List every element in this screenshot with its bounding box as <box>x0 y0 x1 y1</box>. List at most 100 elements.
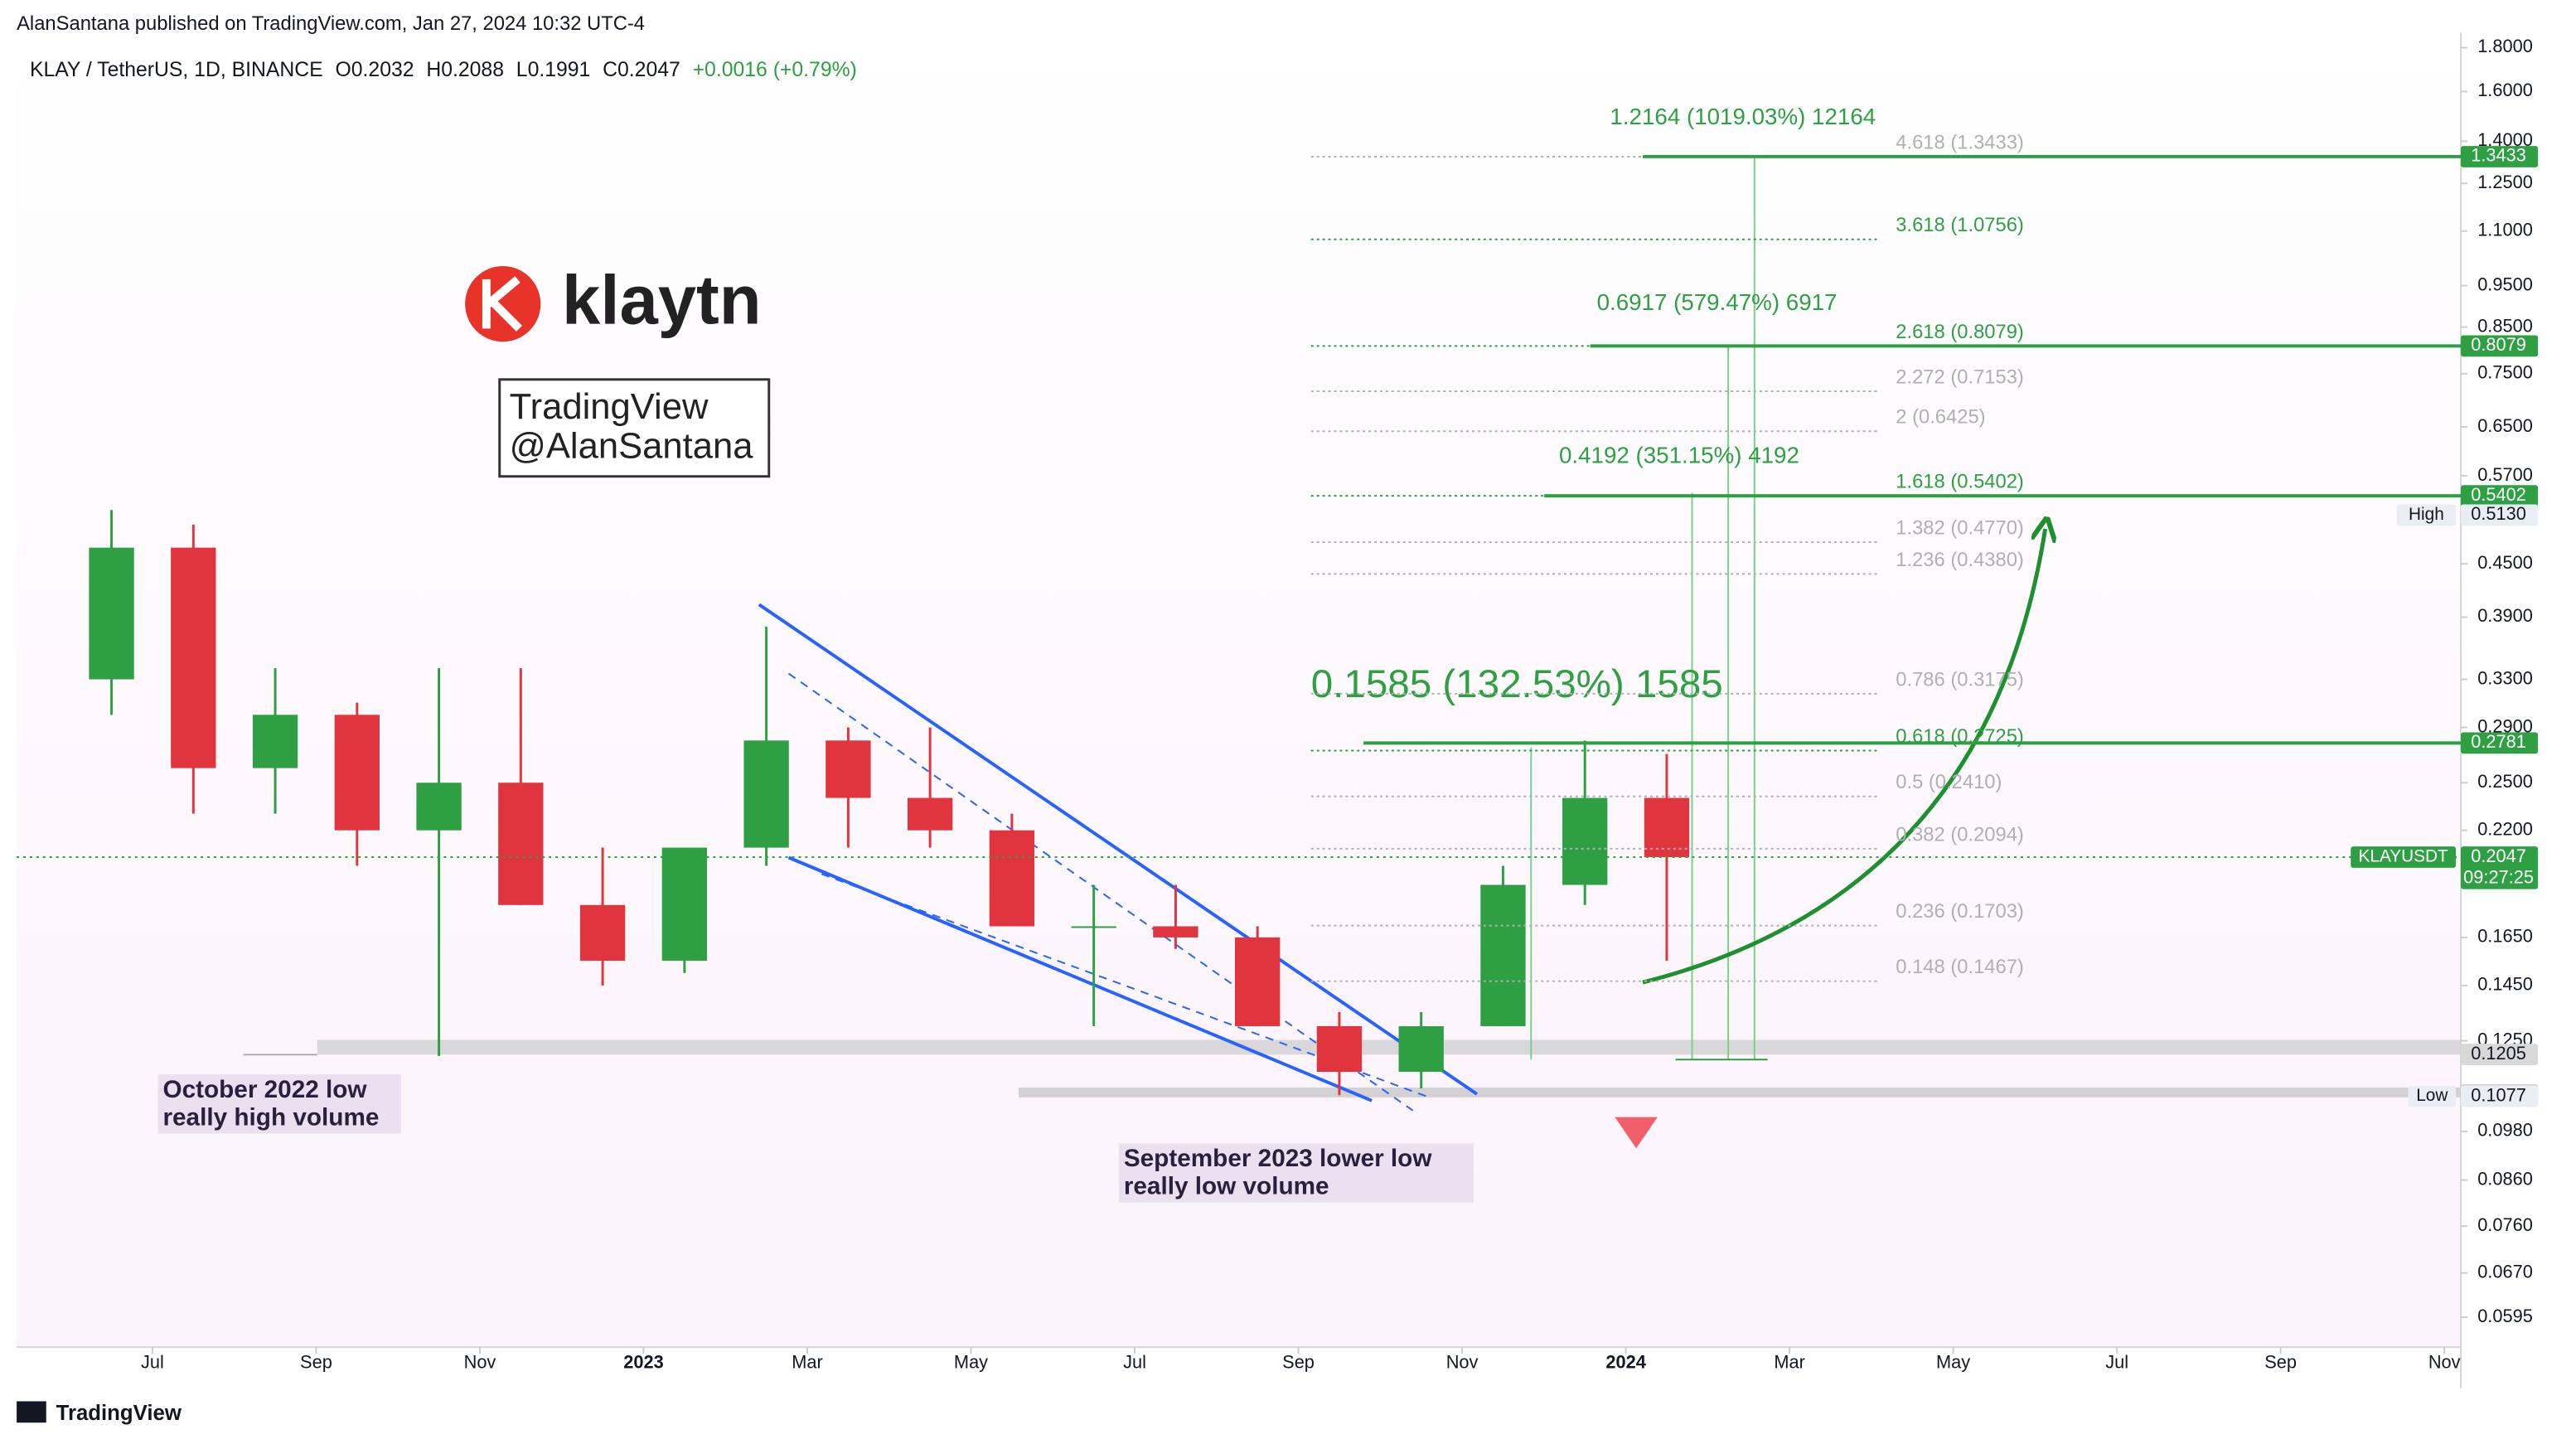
price-tag <box>2408 1085 2457 1107</box>
candle-body <box>252 715 298 768</box>
fib-label: 4.618 (1.3433) <box>1896 131 2024 153</box>
y-tick-label: 0.1450 <box>2477 974 2533 995</box>
x-tick-label: Nov <box>464 1352 496 1373</box>
y-tick-label: 1.1000 <box>2477 219 2533 240</box>
price-tag-label: High <box>2409 505 2444 524</box>
price-tag <box>2396 504 2457 526</box>
candle-body <box>1398 1025 1444 1073</box>
y-tick-label: 0.0760 <box>2477 1214 2533 1235</box>
candle-body <box>171 547 216 768</box>
x-tick-label: Jul <box>2105 1352 2128 1373</box>
y-tick-label: 0.0860 <box>2477 1168 2533 1189</box>
price-tag <box>2351 846 2457 868</box>
price-tag-label: KLAYUSDT <box>2359 847 2449 866</box>
price-badge <box>2461 732 2539 754</box>
annotation-box <box>157 1074 401 1134</box>
annotation: October 2022 low <box>162 1076 367 1103</box>
watermark: TradingView <box>510 387 709 427</box>
fib-label: 2.272 (0.7153) <box>1896 366 2024 388</box>
support-band <box>317 1039 2462 1055</box>
fib-label: 2 (0.6425) <box>1896 406 1985 429</box>
logo-text: klaytn <box>562 262 762 339</box>
x-tick-label: May <box>1936 1352 1970 1373</box>
y-tick-label: 0.6500 <box>2477 415 2533 436</box>
y-tick-label: 0.1650 <box>2477 926 2533 947</box>
candle-body <box>907 797 953 831</box>
candle-body <box>416 783 462 831</box>
price-badge <box>2461 1085 2539 1107</box>
y-tick-label: 0.9500 <box>2477 274 2533 294</box>
countdown: 09:27:25 <box>2463 867 2534 888</box>
watermark-box <box>498 378 771 478</box>
price-badge <box>2461 846 2539 889</box>
y-tick-label: 0.5700 <box>2477 464 2533 485</box>
x-tick-label: Mar <box>1774 1352 1805 1373</box>
candle-body <box>498 783 544 905</box>
candle-body <box>1316 1025 1363 1073</box>
symbol: KLAY / TetherUS, 1D, BINANCE <box>30 59 323 81</box>
ohlc-close: C0.2047 <box>603 59 680 81</box>
wedge-line <box>758 603 1479 1096</box>
fib-label: 0.236 (0.1703) <box>1896 900 2024 923</box>
candle-body <box>579 904 626 961</box>
y-tick-label: 1.6000 <box>2477 80 2533 100</box>
candle-body <box>661 847 708 961</box>
x-tick-label: Nov <box>2428 1352 2461 1373</box>
x-tick-label: May <box>954 1352 988 1373</box>
candle-body <box>89 547 134 680</box>
price-badge-label: 0.1077 <box>2471 1084 2526 1105</box>
y-tick-label: 1.2500 <box>2477 172 2533 192</box>
y-tick-label: 1.8000 <box>2477 36 2533 56</box>
drawings <box>243 156 2462 1149</box>
fib-label: 1.236 (0.4380) <box>1896 549 2024 571</box>
y-tick-label: 0.2200 <box>2477 818 2533 839</box>
x-tick-label: Sep <box>1282 1352 1315 1373</box>
header-line: KLAY / TetherUS, 1D, BINANCE O0.2032 H0.… <box>30 59 857 81</box>
candle-body <box>1153 926 1198 938</box>
wedge-line <box>787 855 1373 1102</box>
price-badge <box>2461 504 2539 526</box>
x-tick-label: Sep <box>2264 1352 2297 1373</box>
fib-label: 0.5 (0.2410) <box>1896 771 2002 793</box>
candle-body <box>1235 937 1281 1026</box>
marker-triangle <box>1615 1117 1658 1149</box>
y-tick-label: 0.2500 <box>2477 771 2533 792</box>
candle-body <box>989 830 1035 927</box>
fib-label: 0.148 (0.1467) <box>1896 956 2024 978</box>
y-tick-label: 0.3300 <box>2477 667 2533 688</box>
y-tick-label: 0.0670 <box>2477 1261 2533 1282</box>
x-tick-label: 2024 <box>1605 1352 1645 1373</box>
candle-body <box>334 715 380 831</box>
projection-arrow <box>1642 529 2046 985</box>
watermark: @AlanSantana <box>510 427 754 467</box>
candle-body <box>743 740 789 848</box>
fib-label: 1.382 (0.4770) <box>1896 516 2024 539</box>
candle-body <box>1644 797 1690 858</box>
fib-label: 0.382 (0.2094) <box>1896 823 2024 846</box>
candle-body <box>1071 926 1116 928</box>
y-tick-label: 0.0595 <box>2477 1306 2533 1326</box>
x-tick-label: Jul <box>1123 1352 1146 1373</box>
x-tick-label: 2023 <box>623 1352 663 1373</box>
x-tick-label: Jul <box>141 1352 164 1373</box>
price-badge-label: 0.2047 <box>2471 846 2526 866</box>
logo-mark <box>482 276 523 332</box>
fib-label: 1.618 (0.5402) <box>1896 471 2024 493</box>
price-badge-label: 0.8079 <box>2471 334 2526 355</box>
footer-brand: TradingView <box>56 1402 182 1425</box>
candle-body <box>1480 884 1526 1026</box>
fib-label: 0.786 (0.3175) <box>1896 668 2024 691</box>
price-badge-label: 0.1205 <box>2471 1043 2526 1064</box>
price-badge-label: 1.3433 <box>2471 145 2526 166</box>
y-tick-label: 0.4500 <box>2477 552 2533 573</box>
annotation: September 2023 lower low <box>1124 1145 1433 1172</box>
ohlc-open: O0.2032 <box>336 59 414 81</box>
y-tick-label: 0.3900 <box>2477 605 2533 626</box>
projection-label: 0.1585 (132.53%) 1585 <box>1311 662 1723 706</box>
candle-body <box>826 740 871 798</box>
price-badge <box>2461 1044 2539 1065</box>
footer-logo <box>17 1401 46 1423</box>
annotation-box <box>1118 1143 1474 1203</box>
projection-label: 1.2164 (1019.03%) 12164 <box>1610 104 1876 129</box>
